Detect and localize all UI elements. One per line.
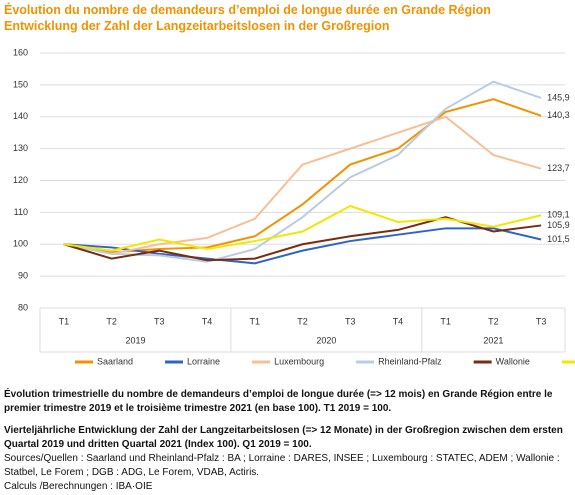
series-line (63, 204, 542, 252)
chart: 80 90 100 110 120 130 140 150 160 T1 T2 T3 T4 2019 T1 T… (13, 47, 575, 366)
series-line (63, 98, 542, 254)
value-label: 145,9 (547, 92, 570, 102)
note-de: Vierteljährliche Entwicklung der Zahl de… (4, 425, 563, 450)
value-label: 105,9 (547, 220, 570, 230)
legend-label: Lorraine (187, 356, 220, 366)
chart-subtitle: Entwicklung der Zahl der Langzeitarbeits… (4, 19, 390, 33)
x-tick-label: T4 (393, 316, 404, 326)
x-tick-label: T3 (154, 316, 165, 326)
x-tick-label: T1 (59, 316, 70, 326)
x-tick-label: T4 (202, 316, 213, 326)
y-tick-label: 120 (13, 175, 28, 185)
series-line (63, 227, 542, 265)
x-tick-label: T1 (250, 316, 261, 326)
x-tick-label: T3 (345, 316, 356, 326)
x-tick-label: T2 (106, 316, 117, 326)
value-label: 123,7 (547, 163, 570, 173)
year-label: 2020 (316, 335, 336, 345)
year-label: 2021 (483, 335, 503, 345)
sources: Sources/Quellen : Saarland und Rheinland… (4, 453, 560, 478)
chart-title: Évolution du nombre de demandeurs d’empl… (4, 3, 491, 17)
y-tick-label: 110 (14, 207, 28, 217)
value-label: 101,5 (547, 234, 570, 244)
legend-label: Rheinland-Pfalz (378, 356, 442, 366)
y-tick-label: 100 (13, 239, 28, 249)
y-tick-label: 150 (13, 79, 28, 89)
value-label: 109,1 (547, 210, 570, 220)
y-tick-label: 90 (18, 271, 28, 281)
y-tick-label: 160 (13, 47, 28, 57)
x-tick-label: T2 (297, 316, 308, 326)
legend-label: Luxembourg (274, 356, 324, 366)
x-tick-label: T1 (440, 316, 451, 326)
legend-label: Saarland (97, 356, 133, 366)
x-tick-label: T3 (536, 316, 547, 326)
note-fr: Évolution trimestrielle du nombre de dem… (4, 389, 553, 414)
series-line (63, 115, 542, 255)
legend-label: Wallonie (496, 356, 530, 366)
y-tick-label: 130 (13, 143, 28, 153)
y-tick-label: 140 (13, 111, 28, 121)
series-line (63, 80, 542, 263)
y-tick-label: 80 (18, 302, 28, 312)
credits: Calculs /Berechnungen : IBA·OIE (4, 481, 153, 492)
value-label: 140,3 (547, 110, 570, 120)
x-tick-label: T2 (488, 316, 499, 326)
year-label: 2019 (125, 335, 145, 345)
